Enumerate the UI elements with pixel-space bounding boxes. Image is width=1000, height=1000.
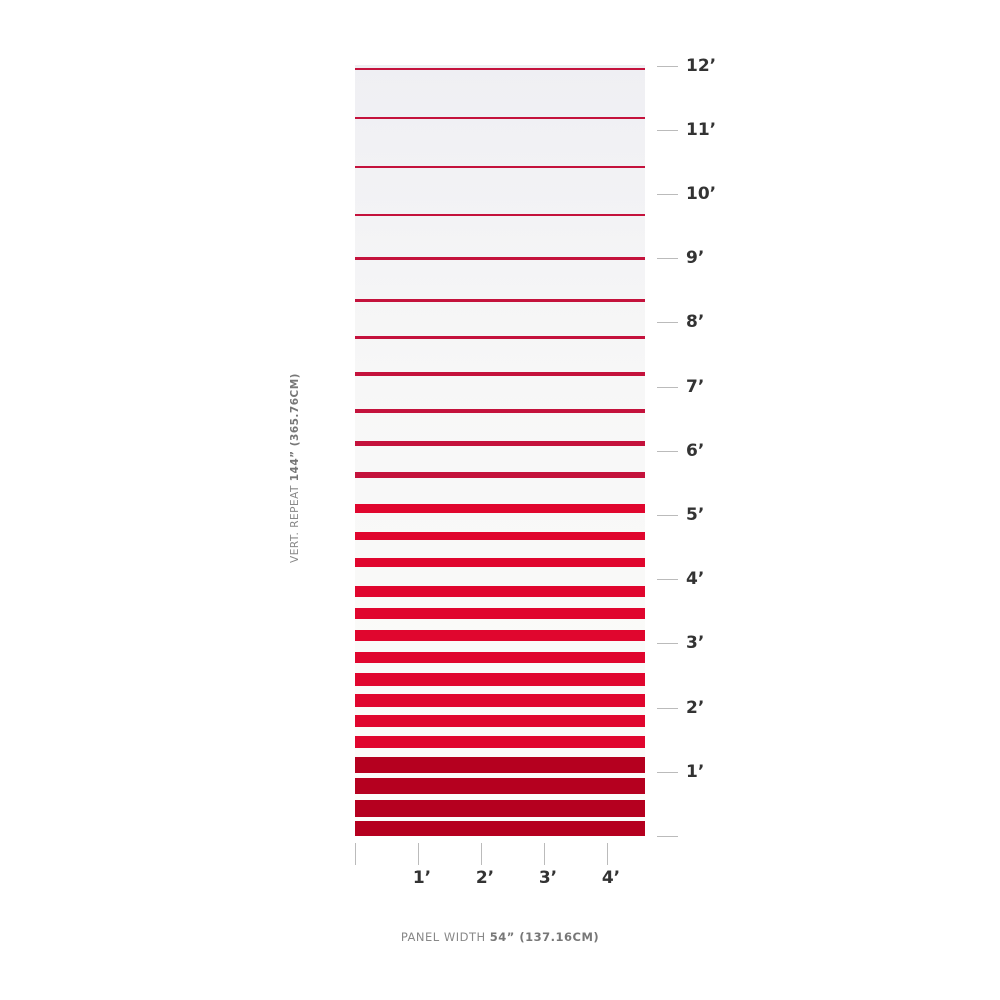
ruler-tick — [544, 843, 545, 865]
stripe — [355, 336, 645, 339]
stripe — [355, 757, 645, 773]
ruler-tick — [657, 322, 678, 324]
stripe — [355, 372, 645, 376]
stripe — [355, 652, 645, 663]
ruler-tick — [657, 65, 678, 67]
vertical-caption-prefix: VERT. REPEAT — [289, 481, 301, 563]
ruler-label: 8’ — [686, 312, 705, 333]
stripe — [355, 630, 645, 641]
stripe — [355, 257, 645, 260]
stripe — [355, 694, 645, 707]
ruler-tick — [657, 515, 678, 516]
ruler-label: 5’ — [686, 505, 705, 525]
stripe — [355, 715, 645, 727]
ruler-label: 1’ — [412, 868, 432, 888]
horizontal-caption-prefix: PANEL WIDTH — [400, 930, 490, 944]
stripe — [355, 736, 645, 748]
stripe — [355, 472, 645, 478]
ruler-tick — [657, 450, 678, 452]
ruler-tick — [657, 643, 678, 645]
stripe — [355, 441, 645, 446]
stripe — [355, 800, 645, 817]
ruler-tick — [657, 129, 678, 131]
ruler-tick — [657, 258, 678, 260]
stripe — [355, 409, 645, 413]
panel-width-caption: PANEL WIDTH 54” (137.16CM) — [401, 930, 599, 944]
stripe — [355, 504, 645, 513]
stripe — [355, 166, 645, 168]
stripe — [355, 117, 645, 119]
ruler-label: 12’ — [686, 55, 717, 76]
ruler-tick — [657, 579, 678, 581]
ruler-tick — [657, 836, 678, 837]
stripe — [355, 673, 645, 686]
ruler-label: 11’ — [686, 119, 717, 140]
ruler-tick — [657, 707, 678, 709]
ruler-label: 9’ — [686, 248, 705, 269]
stripe — [355, 299, 645, 302]
ruler-tick — [418, 843, 419, 865]
ruler-label: 3’ — [686, 633, 705, 654]
stripe — [355, 558, 645, 567]
ruler-label: 2’ — [475, 868, 495, 888]
ruler-tick — [657, 386, 678, 388]
ruler-label: 3’ — [538, 868, 558, 888]
ruler-label: 1’ — [686, 761, 705, 782]
horizontal-caption-value: 54” (137.16CM) — [489, 930, 600, 944]
ruler-label: 6’ — [686, 440, 705, 461]
ruler-tick — [657, 771, 678, 773]
ruler-tick — [355, 843, 356, 865]
stripe — [355, 68, 645, 70]
stripe — [355, 214, 645, 216]
stripe — [355, 608, 645, 619]
ruler-tick — [657, 194, 678, 195]
ruler-tick — [481, 843, 482, 865]
vertical-repeat-caption: VERT. REPEAT 144” (365.76CM) — [289, 373, 301, 563]
ruler-label: 4’ — [686, 569, 705, 590]
ruler-label: 10’ — [686, 184, 717, 204]
stripe — [355, 586, 645, 597]
ruler-label: 7’ — [686, 376, 705, 397]
wallpaper-panel — [355, 65, 645, 836]
vertical-caption-value: 144” (365.76CM) — [289, 373, 301, 482]
stripe — [355, 532, 645, 540]
stripe — [355, 778, 645, 794]
ruler-tick — [607, 843, 608, 865]
ruler-label: 4’ — [601, 868, 621, 888]
ruler-label: 2’ — [686, 697, 705, 718]
stripe — [355, 821, 645, 836]
